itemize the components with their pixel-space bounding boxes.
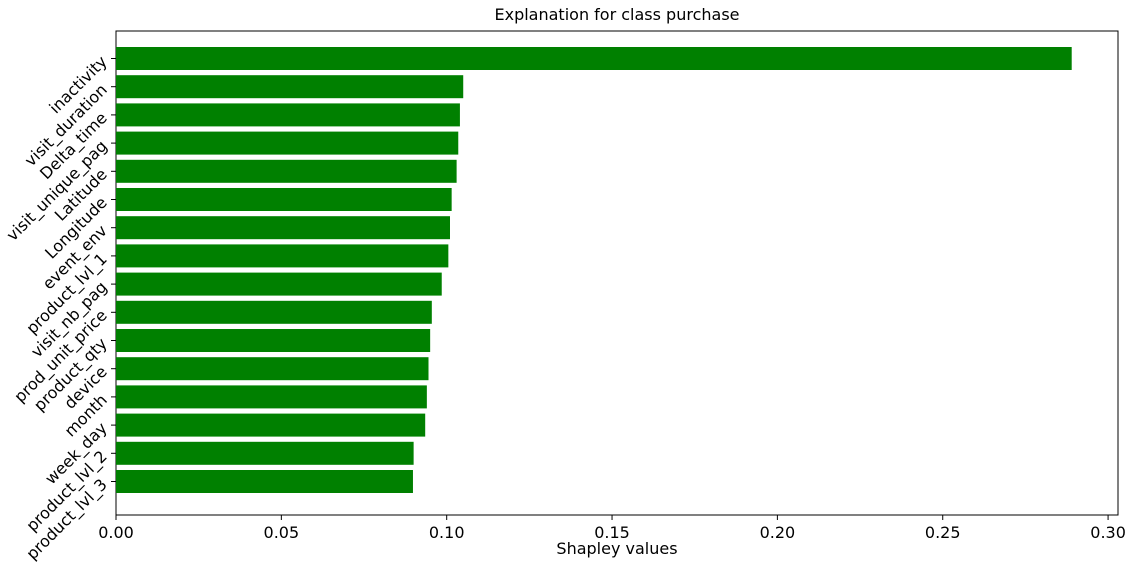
bar-inactivity — [116, 47, 1072, 70]
bar-visit_nb_pag — [116, 272, 442, 296]
bar-week_day — [116, 413, 426, 437]
x-tick-label: 0.30 — [1090, 523, 1126, 542]
bar-device — [116, 357, 429, 381]
x-tick-group: 0.00 0.05 0.10 0.15 0.20 0.25 0.30 — [98, 515, 1126, 542]
y-tick-group: inactivityvisit_durationDelta_timevisit_… — [3, 52, 116, 564]
chart-title: Explanation for class purchase — [495, 5, 740, 24]
bar-month — [116, 385, 427, 409]
bar-event_env — [116, 216, 450, 240]
bar-Latitude — [116, 159, 457, 183]
x-axis-label: Shapley values — [556, 539, 677, 558]
x-tick-label: 0.25 — [925, 523, 961, 542]
bar-visit_duration — [116, 75, 464, 99]
bar-Delta_time — [116, 103, 460, 127]
bar-visit_unique_pag — [116, 131, 459, 155]
bar-product_qty — [116, 329, 431, 352]
bar-product_lvl_1 — [116, 244, 449, 268]
x-tick-label: 0.20 — [760, 523, 796, 542]
x-tick-label: 0.10 — [429, 523, 465, 542]
x-tick-label: 0.15 — [594, 523, 630, 542]
bar-Longitude — [116, 188, 452, 211]
bars-group — [116, 47, 1072, 493]
bar-product_lvl_3 — [116, 470, 413, 493]
bar-product_lvl_2 — [116, 441, 414, 465]
bar-prod_unit_price — [116, 300, 432, 324]
x-tick-label: 0.00 — [98, 523, 134, 542]
x-tick-label: 0.05 — [264, 523, 300, 542]
